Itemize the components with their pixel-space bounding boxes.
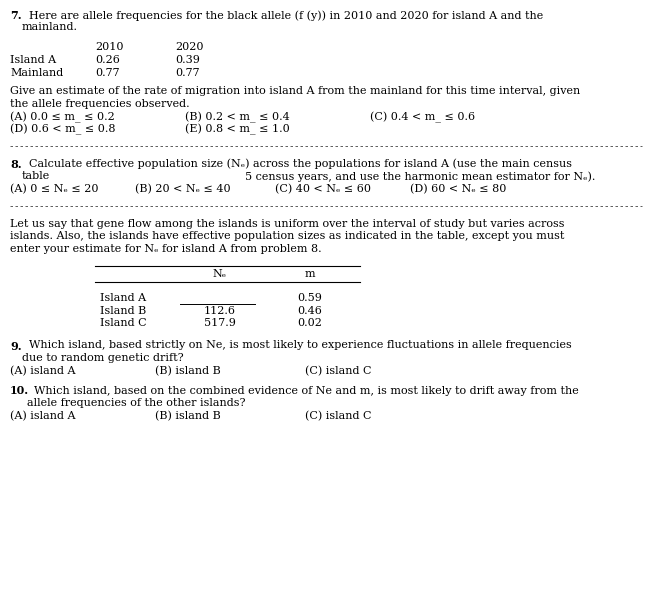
Text: allele frequencies of the other islands?: allele frequencies of the other islands? bbox=[27, 398, 246, 408]
Text: 0.26: 0.26 bbox=[95, 55, 120, 65]
Text: Which island, based on the combined evidence of Ne and m, is most likely to drif: Which island, based on the combined evid… bbox=[27, 385, 579, 396]
Text: (C) 40 < Nₑ ≤ 60: (C) 40 < Nₑ ≤ 60 bbox=[275, 184, 371, 194]
Text: (E) 0.8 < m_ ≤ 1.0: (E) 0.8 < m_ ≤ 1.0 bbox=[185, 124, 289, 135]
Text: Calculate effective population size (Nₑ) across the populations for island A (us: Calculate effective population size (Nₑ)… bbox=[22, 159, 572, 169]
Text: Here are allele frequencies for the black allele (f (y)) in 2010 and 2020 for is: Here are allele frequencies for the blac… bbox=[22, 10, 543, 21]
Text: (A) 0.0 ≤ m_ ≤ 0.2: (A) 0.0 ≤ m_ ≤ 0.2 bbox=[10, 111, 115, 123]
Text: (B) 0.2 < m_ ≤ 0.4: (B) 0.2 < m_ ≤ 0.4 bbox=[185, 111, 289, 123]
Text: Island B: Island B bbox=[100, 306, 146, 315]
Text: 2010: 2010 bbox=[95, 42, 123, 53]
Text: (C) island C: (C) island C bbox=[305, 411, 372, 421]
Text: Island A: Island A bbox=[100, 293, 146, 303]
Text: m: m bbox=[304, 269, 316, 279]
Text: 7.: 7. bbox=[10, 10, 22, 21]
Text: (B) island B: (B) island B bbox=[155, 411, 221, 421]
Text: (C) 0.4 < m_ ≤ 0.6: (C) 0.4 < m_ ≤ 0.6 bbox=[370, 111, 475, 123]
Text: due to random genetic drift?: due to random genetic drift? bbox=[22, 353, 184, 363]
Text: Give an estimate of the rate of migration into island A from the mainland for th: Give an estimate of the rate of migratio… bbox=[10, 86, 580, 96]
Text: (A) 0 ≤ Nₑ ≤ 20: (A) 0 ≤ Nₑ ≤ 20 bbox=[10, 184, 98, 194]
Text: (D) 60 < Nₑ ≤ 80: (D) 60 < Nₑ ≤ 80 bbox=[410, 184, 507, 194]
Text: (C) island C: (C) island C bbox=[305, 365, 372, 376]
Text: 10.: 10. bbox=[10, 385, 29, 396]
Text: the allele frequencies observed.: the allele frequencies observed. bbox=[10, 98, 190, 109]
Text: Island C: Island C bbox=[100, 318, 147, 328]
Text: 0.46: 0.46 bbox=[297, 306, 323, 315]
Text: 8.: 8. bbox=[10, 159, 22, 170]
Text: Which island, based strictly on Ne, is most likely to experience fluctuations in: Which island, based strictly on Ne, is m… bbox=[22, 341, 572, 350]
Text: 0.39: 0.39 bbox=[175, 55, 200, 65]
Text: 0.59: 0.59 bbox=[297, 293, 323, 303]
Text: mainland.: mainland. bbox=[22, 22, 78, 33]
Text: islands. Also, the islands have effective population sizes as indicated in the t: islands. Also, the islands have effectiv… bbox=[10, 231, 565, 241]
Text: table: table bbox=[22, 172, 50, 181]
Text: 5 census years, and use the harmonic mean estimator for Nₑ).: 5 census years, and use the harmonic mea… bbox=[245, 172, 595, 182]
Text: 517.9: 517.9 bbox=[204, 318, 236, 328]
Text: (D) 0.6 < m_ ≤ 0.8: (D) 0.6 < m_ ≤ 0.8 bbox=[10, 124, 115, 135]
Text: Mainland: Mainland bbox=[10, 68, 63, 77]
Text: 0.02: 0.02 bbox=[297, 318, 323, 328]
Text: (A) island A: (A) island A bbox=[10, 411, 76, 421]
Text: 0.77: 0.77 bbox=[175, 68, 200, 77]
Text: Nₑ: Nₑ bbox=[213, 269, 227, 279]
Text: 2020: 2020 bbox=[175, 42, 203, 53]
Text: 9.: 9. bbox=[10, 341, 22, 352]
Text: enter your estimate for Nₑ for island A from problem 8.: enter your estimate for Nₑ for island A … bbox=[10, 244, 321, 254]
Text: (B) 20 < Nₑ ≤ 40: (B) 20 < Nₑ ≤ 40 bbox=[135, 184, 231, 194]
Text: Island A: Island A bbox=[10, 55, 56, 65]
Text: (B) island B: (B) island B bbox=[155, 365, 221, 376]
Text: Let us say that gene flow among the islands is uniform over the interval of stud: Let us say that gene flow among the isla… bbox=[10, 219, 565, 229]
Text: (A) island A: (A) island A bbox=[10, 365, 76, 376]
Text: 0.77: 0.77 bbox=[95, 68, 119, 77]
Text: 112.6: 112.6 bbox=[204, 306, 236, 315]
